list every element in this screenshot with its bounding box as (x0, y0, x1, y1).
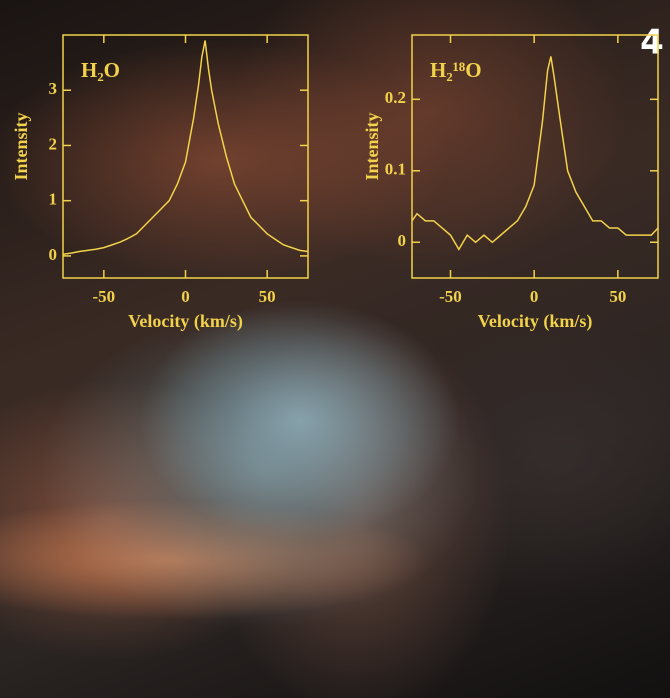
y-tick-label: 0 (398, 231, 407, 250)
y-tick-label: 3 (49, 79, 58, 98)
x-axis-label: Velocity (km/s) (128, 311, 243, 332)
chart-title: H₂O (81, 58, 120, 82)
x-tick-label: 0 (181, 287, 190, 306)
spectrum-line (412, 56, 658, 249)
x-tick-label: 0 (530, 287, 539, 306)
y-axis-label: Intensity (362, 112, 382, 180)
x-tick-label: -50 (439, 287, 462, 306)
y-tick-label: 0.1 (385, 160, 406, 179)
panel-label: 4 (640, 23, 664, 63)
x-tick-label: 50 (609, 287, 626, 306)
chart-overlay: 4 -50 0 50 0 1 2 3 Velocity (km/s) Intensity H₂O -… (0, 0, 670, 698)
x-axis-label: Velocity (km/s) (478, 311, 593, 332)
chart-title: H₂¹⁸O (430, 58, 482, 82)
y-tick-label: 0.2 (385, 88, 406, 107)
y-tick-label: 2 (49, 134, 58, 153)
y-tick-label: 1 (49, 190, 58, 209)
x-tick-label: -50 (92, 287, 115, 306)
y-tick-label: 0 (49, 245, 58, 264)
y-axis-label: Intensity (11, 112, 31, 180)
figure: 4 -50 0 50 0 1 2 3 Velocity (km/s) Intensity H₂O -… (0, 0, 670, 698)
x-tick-label: 50 (259, 287, 276, 306)
